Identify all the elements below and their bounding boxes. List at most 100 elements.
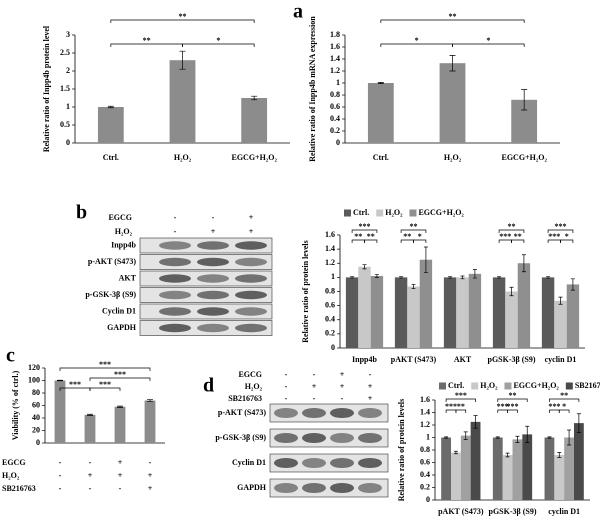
error-bar [251,95,258,101]
error-bar [147,399,153,402]
significance-bracket [558,409,570,413]
treatment-sign: + [148,471,153,480]
blot-band [197,307,229,316]
error-bar [448,276,453,279]
y-tick-label: 0 [66,138,70,147]
significance-label: *** [114,370,126,379]
bar [370,275,384,348]
legend-label: H₂O₂ [385,208,403,217]
blot-strip [269,403,389,423]
bar [566,284,580,348]
legend-label: EGCG+H₂O₂ [418,208,464,217]
significance-bracket [452,43,525,47]
blot-band [274,407,298,419]
treatment-label: EGCG [238,370,262,379]
panel-label: c [6,345,15,367]
y-tick-label: 0.4 [330,114,340,123]
blot-band [302,432,326,444]
bar [441,437,452,500]
y-tick-label: 1.6 [330,42,340,51]
y-tick-label: 1.2 [330,66,340,75]
treatment-label: SB216763 [228,394,262,403]
x-tick-label: H₂O₂ [444,153,462,162]
bar [439,63,466,144]
y-tick-label: 1 [426,432,430,441]
treatment-sign: + [312,382,317,391]
y-tick-label: 1 [66,102,70,111]
legend-swatch [376,209,384,217]
error-bar [505,452,510,458]
blot-strip [269,478,389,498]
x-tick-label: EGCG+H₂O₂ [501,153,547,162]
legend-swatch [504,382,512,390]
bar [84,414,96,443]
blot-strip [269,428,389,448]
error-bar [567,429,572,446]
bar [169,60,196,144]
y-axis-label: Relative ratio of protein levels [301,240,310,343]
blot-band [235,274,267,283]
significance-label: * [418,232,422,241]
legend-swatch [344,209,351,217]
bar [419,259,433,348]
blot-band [302,482,326,494]
legend-label: Ctrl. [353,208,369,217]
blot-band [159,274,191,283]
blot-band [358,482,382,494]
blot-band [302,407,326,419]
treatment-sign: + [249,227,254,236]
significance-label: ** [457,402,465,411]
y-tick-label: 0.6 [325,300,335,309]
blot-band [358,407,382,419]
error-bar [411,284,416,290]
legend-label: SB216763+H₂O₂ [575,381,600,390]
significance-label: ** [403,232,411,241]
significance-label: ** [143,36,151,45]
blot-band [159,307,191,316]
y-tick-label: 1.8 [330,30,340,39]
blot-row-label: GAPDH [237,483,267,492]
significance-bracket [351,229,378,233]
legend-label: H₂O₂ [480,381,498,390]
treatment-sign: - [119,484,122,493]
error-bar [57,379,63,382]
bar [358,266,371,348]
treatment-sign: + [148,484,153,493]
bar [554,300,567,348]
y-axis-label: Relative ratio of protein levels [397,399,406,502]
x-tick-label: EGCG+H₂O₂ [231,153,277,162]
y-tick-label: 0.2 [420,482,430,491]
treatment-sign: - [285,382,288,391]
treatment-sign: - [149,458,152,467]
significance-bracket [560,239,574,243]
treatment-sign: + [368,382,373,391]
error-bar [453,450,458,455]
treatment-sign: - [59,471,62,480]
x-tick-label: pAKT (S473) [391,355,437,364]
significance-bracket [498,229,525,233]
y-tick-label: 1.4 [325,244,335,253]
blot-band [235,307,267,316]
y-tick-label: 2 [66,66,70,75]
bar [54,380,66,443]
blot-row-label: GAPDH [107,323,137,332]
significance-bracket [89,387,121,391]
y-axis-label: Relative ratio of Inpp4b mRNA expression [308,16,317,162]
y-axis-label: Relative ratio of Inpp4b protein level [42,25,51,152]
treatment-sign: - [313,370,316,379]
bar [241,98,268,143]
treatment-label: SB216763 [2,484,36,493]
significance-label: ** [514,232,522,241]
significance-label: ** [449,12,457,21]
x-tick-label: H₂O₂ [174,153,192,162]
y-tick-label: 80 [32,388,40,397]
error-bar [117,405,123,408]
significance-label: ** [367,232,375,241]
significance-label: *** [99,380,111,389]
treatment-sign: + [340,370,345,379]
significance-bracket [445,398,476,402]
legend-swatch [439,382,446,390]
significance-bracket [549,398,580,402]
bar [522,434,533,500]
significance-label: *** [548,232,560,241]
